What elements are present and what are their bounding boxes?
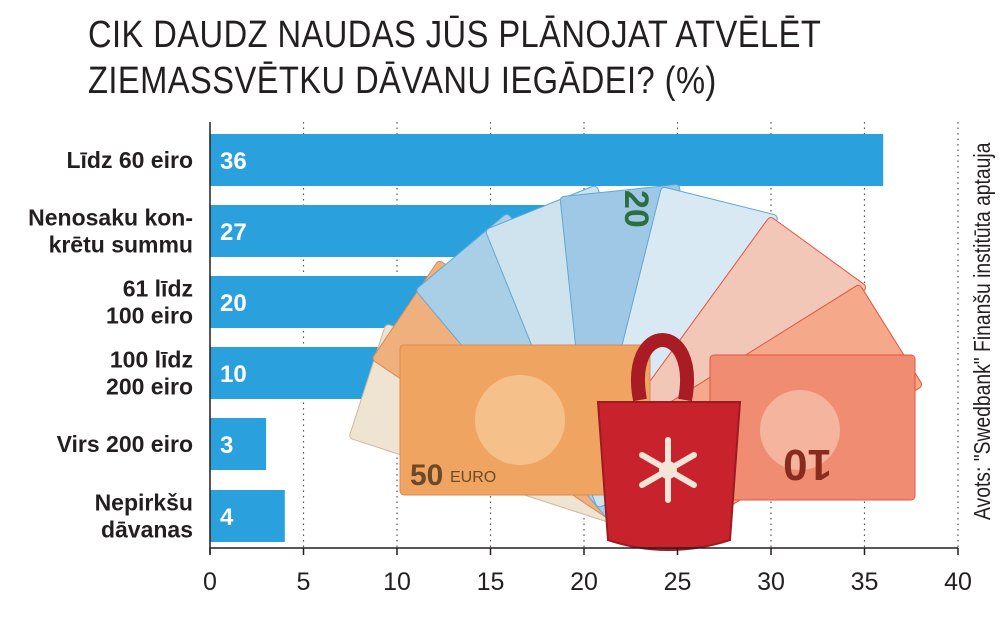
category-label-0-0: Līdz 60 eiro [66,147,193,173]
value-label-4: 3 [220,432,233,459]
bar-0 [210,134,884,186]
value-label-2: 20 [220,290,247,317]
category-label-3-1: 200 eiro [106,374,193,400]
x-tick-label-15: 15 [477,568,505,596]
value-label-1: 27 [220,219,247,246]
category-label-5-0: Nepirkšu [95,490,193,516]
value-label-0: 36 [220,148,247,175]
euro-notes-illustration: 50 EURO 10 20 [349,184,923,551]
note-20-value: 20 [617,190,655,228]
category-label-2-1: 100 eiro [106,303,193,329]
category-labels: Līdz 60 eiro Nenosaku kon-krētu summu 61 l… [28,147,193,543]
bar-5 [210,490,285,542]
chart-title: CIK DAUDZ NAUDAS JŪS PLĀNOJAT ATVĒLĒT ZI… [88,12,822,104]
chart-title-line-1: CIK DAUDZ NAUDAS JŪS PLĀNOJAT ATVĒLĒT [88,14,822,56]
note-50-currency: EURO [450,469,496,486]
note-50-value: 50 [410,459,443,492]
category-label-4-0: Virs 200 eiro [57,431,193,457]
x-tick-label-30: 30 [757,568,785,596]
x-tick-label-20: 20 [570,568,598,596]
value-label-5: 4 [220,504,234,531]
snowflake-icon [639,437,697,503]
value-label-3: 10 [220,361,247,388]
category-label-1-0: Nenosaku kon- [28,205,193,231]
x-tick-label-25: 25 [664,568,692,596]
category-label-1-1: krētu summu [49,232,193,258]
value-labels: 36 27 20 10 3 4 [220,148,247,531]
category-label-2-0: 61 līdz [123,276,193,302]
bar-4 [210,418,267,470]
category-label-3-0: 100 līdz [110,347,193,373]
category-label-5-1: dāvanas [101,517,193,543]
x-tick-label-0: 0 [203,568,217,596]
x-tick-label-35: 35 [851,568,879,596]
x-tick-label-10: 10 [383,568,411,596]
gift-bag-icon [596,333,742,551]
chart-title-line-2: ZIEMASSVĒTKU DĀVANU IEGĀDEI? (%) [88,60,717,102]
note-10-value: 10 [783,440,832,489]
x-axis: 0 5 10 15 20 25 30 35 40 [203,122,972,596]
x-tick-label-5: 5 [297,568,311,596]
x-tick-label-40: 40 [944,568,972,596]
